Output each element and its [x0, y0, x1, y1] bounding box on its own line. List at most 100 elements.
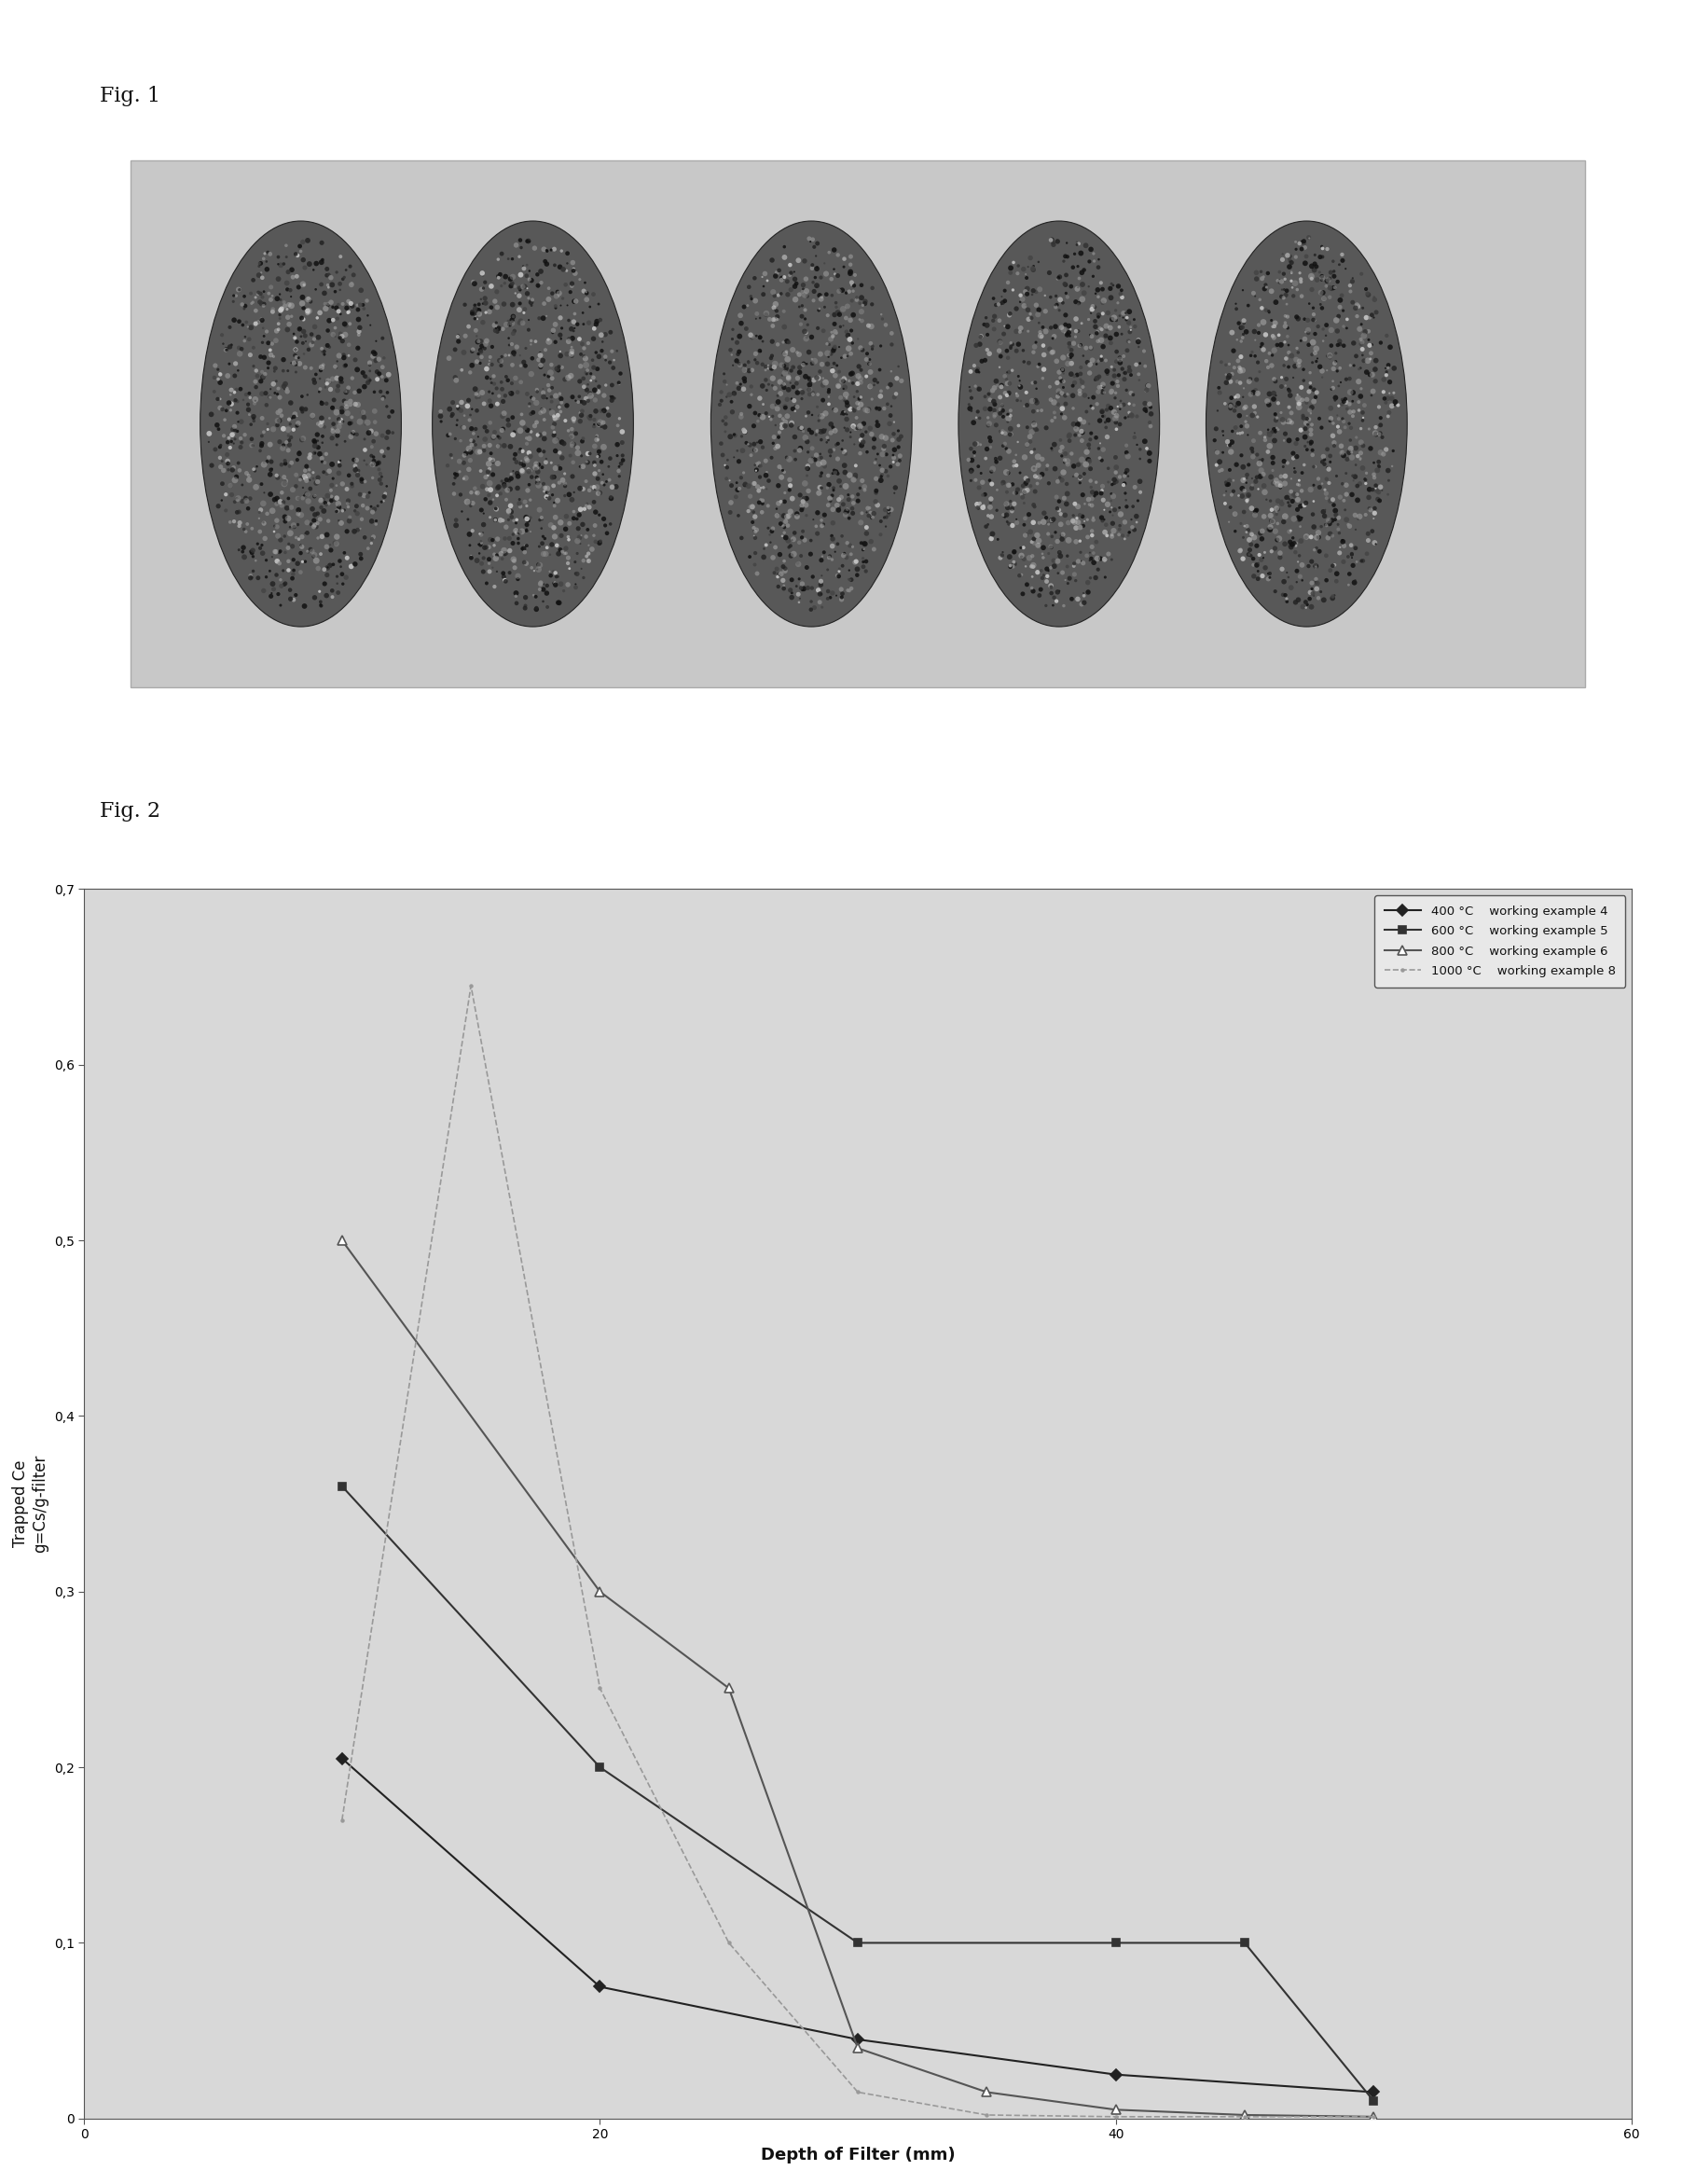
Point: [1241, 314, 1268, 349]
Point: [996, 376, 1023, 411]
Point: [338, 467, 365, 502]
Point: [836, 321, 863, 356]
Point: [247, 339, 274, 373]
Point: [728, 400, 755, 435]
Point: [331, 306, 358, 341]
Point: [1273, 273, 1300, 308]
Point: [809, 509, 836, 544]
Point: [791, 314, 817, 349]
Point: [1361, 299, 1388, 334]
Point: [1258, 505, 1285, 539]
Point: [1329, 435, 1356, 470]
Point: [1330, 404, 1357, 439]
Point: [1285, 389, 1312, 424]
Point: [782, 419, 809, 454]
Point: [1282, 266, 1309, 301]
Point: [1322, 345, 1349, 380]
Point: [816, 339, 843, 373]
Point: [242, 382, 269, 417]
Point: [796, 395, 822, 430]
Point: [738, 378, 765, 413]
Point: [501, 339, 528, 373]
Point: [745, 446, 772, 480]
Point: [814, 459, 841, 494]
Point: [836, 563, 863, 598]
Point: [1283, 273, 1310, 308]
Point: [234, 507, 261, 542]
Point: [1277, 483, 1304, 518]
Point: [979, 304, 1006, 339]
Point: [1241, 395, 1268, 430]
Point: [1347, 325, 1374, 360]
Point: [1317, 262, 1344, 297]
Point: [1046, 293, 1073, 328]
Point: [804, 413, 831, 448]
Point: [1299, 260, 1325, 295]
Point: [1103, 317, 1130, 352]
Point: [511, 485, 538, 520]
Point: [1334, 502, 1361, 537]
Point: [1270, 402, 1297, 437]
Point: [1373, 358, 1399, 393]
Point: [1317, 339, 1344, 373]
Point: [229, 426, 256, 461]
Point: [1341, 566, 1367, 601]
Point: [1009, 531, 1036, 566]
Point: [562, 297, 589, 332]
Point: [237, 275, 264, 310]
Point: [725, 498, 752, 533]
Point: [511, 411, 538, 446]
Point: [710, 356, 737, 391]
Point: [500, 400, 526, 435]
Point: [232, 378, 259, 413]
Point: [294, 223, 321, 258]
Point: [202, 347, 229, 382]
Point: [315, 478, 341, 513]
Point: [1051, 266, 1078, 301]
Point: [284, 400, 311, 435]
Point: [732, 347, 759, 382]
Point: [1029, 561, 1056, 596]
Point: [239, 533, 266, 568]
Point: [1330, 328, 1357, 363]
Point: [1238, 461, 1265, 496]
Point: [728, 397, 755, 432]
Point: [1082, 304, 1108, 339]
Point: [997, 485, 1024, 520]
Point: [331, 317, 358, 352]
Point: [1361, 524, 1388, 559]
Point: [785, 288, 812, 323]
Point: [547, 389, 574, 424]
Point: [875, 494, 902, 529]
Point: [833, 494, 860, 529]
Point: [1045, 225, 1071, 260]
Point: [553, 288, 580, 323]
Point: [873, 500, 900, 535]
Point: [962, 369, 989, 404]
Point: [777, 467, 804, 502]
Point: [1031, 352, 1058, 387]
Point: [1213, 347, 1240, 382]
Point: [506, 432, 533, 467]
Point: [804, 378, 831, 413]
Point: [732, 352, 759, 387]
Point: [476, 452, 503, 487]
Point: [318, 533, 345, 568]
Point: [464, 336, 491, 371]
Point: [276, 572, 303, 607]
Point: [1063, 225, 1090, 260]
Point: [358, 522, 385, 557]
Point: [989, 415, 1016, 450]
Point: [1329, 524, 1356, 559]
Point: [321, 310, 348, 345]
Point: [1008, 369, 1034, 404]
Point: [819, 491, 846, 526]
Point: [809, 280, 836, 314]
Point: [1251, 271, 1278, 306]
Point: [1070, 266, 1097, 301]
Point: [1045, 524, 1071, 559]
Point: [967, 428, 994, 463]
Point: [994, 264, 1021, 299]
Point: [723, 472, 750, 507]
Point: [1004, 378, 1031, 413]
